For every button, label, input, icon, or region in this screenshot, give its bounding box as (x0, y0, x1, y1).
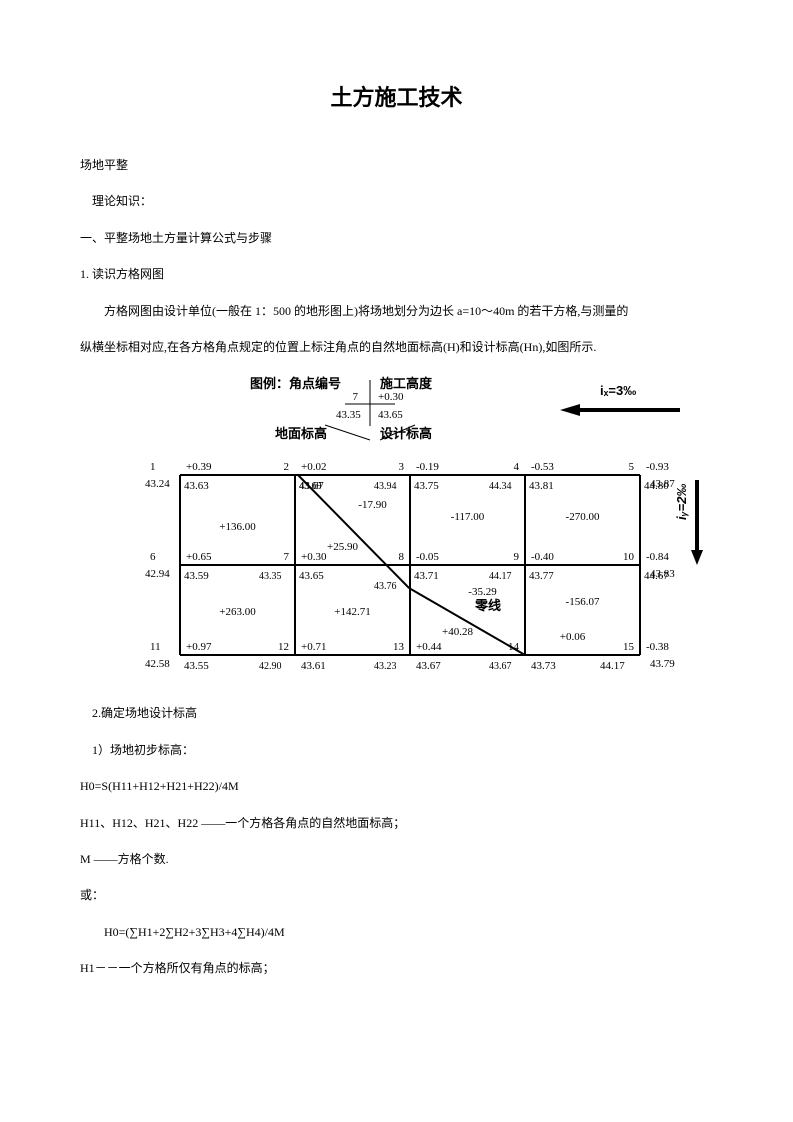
svg-text:14: 14 (508, 641, 520, 653)
svg-text:43.55: 43.55 (184, 660, 209, 672)
p-body: 方格网图由设计单位(一般在 1：500 的地形图上)将场地划分为边长 a=10～… (80, 298, 713, 324)
p-formula: H0=(∑H1+2∑H2+3∑H3+4∑H4)/4M (80, 919, 713, 945)
svg-text:+25.90: +25.90 (327, 541, 358, 553)
svg-text:-0.93: -0.93 (646, 461, 669, 473)
svg-text:43.79: 43.79 (650, 658, 675, 670)
svg-text:7: 7 (284, 551, 290, 563)
svg-text:-35.29: -35.29 (468, 586, 497, 598)
svg-text:43.69: 43.69 (299, 481, 322, 492)
svg-text:43.65: 43.65 (299, 570, 324, 582)
svg-text:3: 3 (399, 461, 405, 473)
page: 土方施工技术 场地平整 理论知识： 一、平整场地土方量计算公式与步骤 1. 读识… (0, 0, 793, 1122)
svg-text:施工高度: 施工高度 (380, 376, 433, 391)
svg-text:零线: 零线 (474, 598, 501, 613)
svg-text:-0.40: -0.40 (531, 551, 554, 563)
p-body: 纵横坐标相对应,在各方格角点规定的位置上标注角点的自然地面标高(H)和设计标高(… (80, 334, 713, 360)
svg-text:+0.30: +0.30 (301, 551, 327, 563)
svg-text:43.75: 43.75 (414, 480, 439, 492)
svg-text:地面标高: 地面标高 (275, 426, 327, 441)
svg-text:42.90: 42.90 (259, 661, 282, 672)
svg-text:11: 11 (150, 641, 161, 653)
svg-text:-156.07: -156.07 (566, 596, 600, 608)
svg-text:-0.84: -0.84 (646, 551, 669, 563)
svg-text:42.58: 42.58 (145, 658, 170, 670)
svg-text:5: 5 (629, 461, 635, 473)
svg-text:+0.97: +0.97 (186, 641, 212, 653)
svg-text:iᵧ=2‰: iᵧ=2‰ (674, 484, 689, 520)
svg-text:+0.06: +0.06 (560, 631, 586, 643)
svg-text:7: 7 (353, 391, 359, 403)
svg-text:-117.00: -117.00 (451, 511, 485, 523)
svg-text:43.71: 43.71 (414, 570, 439, 582)
svg-text:43.81: 43.81 (529, 480, 554, 492)
svg-text:9: 9 (514, 551, 520, 563)
p-def: H1－－一个方格所仅有角点的标高； (80, 955, 713, 981)
svg-text:44.17: 44.17 (489, 571, 512, 582)
svg-text:43.67: 43.67 (489, 661, 512, 672)
svg-text:+142.71: +142.71 (334, 606, 370, 618)
svg-text:44.17: 44.17 (600, 660, 625, 672)
svg-text:4: 4 (514, 461, 520, 473)
p-or: 或： (80, 882, 713, 908)
svg-text:43.24: 43.24 (145, 478, 170, 490)
p-section: 场地平整 (80, 152, 713, 178)
svg-text:43.73: 43.73 (531, 660, 556, 672)
svg-text:+0.65: +0.65 (186, 551, 212, 563)
svg-text:iₓ=3‰: iₓ=3‰ (600, 383, 636, 398)
svg-text:设计标高: 设计标高 (380, 426, 432, 441)
svg-text:44.80: 44.80 (644, 480, 669, 492)
svg-text:-17.90: -17.90 (358, 499, 387, 511)
svg-text:43.23: 43.23 (374, 661, 397, 672)
svg-text:43.35: 43.35 (259, 571, 282, 582)
svg-text:1: 1 (150, 461, 156, 473)
svg-text:+136.00: +136.00 (219, 521, 256, 533)
p-sub-1: 1）场地初步标高： (80, 737, 713, 763)
svg-text:2: 2 (284, 461, 290, 473)
page-title: 土方施工技术 (80, 80, 713, 112)
p-formula: H0=S(H11+H12+H21+H22)/4M (80, 773, 713, 799)
svg-text:图例：角点编号: 图例：角点编号 (250, 376, 341, 391)
svg-text:42.94: 42.94 (145, 568, 170, 580)
svg-text:44.67: 44.67 (644, 570, 669, 582)
p-item-1: 1. 读识方格网图 (80, 261, 713, 287)
svg-text:-270.00: -270.00 (566, 511, 600, 523)
svg-text:+0.71: +0.71 (301, 641, 326, 653)
svg-text:+0.30: +0.30 (378, 391, 404, 403)
svg-text:6: 6 (150, 551, 156, 563)
svg-text:12: 12 (278, 641, 289, 653)
svg-text:43.67: 43.67 (416, 660, 441, 672)
svg-text:-0.05: -0.05 (416, 551, 439, 563)
svg-text:43.59: 43.59 (184, 570, 209, 582)
svg-text:+0.02: +0.02 (301, 461, 326, 473)
p-def: M ——方格个数. (80, 846, 713, 872)
svg-text:-0.38: -0.38 (646, 641, 669, 653)
svg-text:43.76: 43.76 (374, 581, 397, 592)
diagram-svg: 图例：角点编号 施工高度 7 +0.30 43.35 43.65 地面标高 设计标高 iₓ=3‰… (120, 370, 710, 690)
p-theory: 理论知识： (80, 188, 713, 214)
svg-text:13: 13 (393, 641, 405, 653)
svg-text:43.61: 43.61 (301, 660, 326, 672)
grid-diagram: 图例：角点编号 施工高度 7 +0.30 43.35 43.65 地面标高 设计标高 iₓ=3‰… (120, 370, 710, 690)
svg-text:43.65: 43.65 (378, 409, 403, 421)
p-item-2: 2.确定场地设计标高 (80, 700, 713, 726)
svg-text:+263.00: +263.00 (219, 606, 256, 618)
svg-text:43.94: 43.94 (374, 481, 397, 492)
svg-text:43.77: 43.77 (529, 570, 554, 582)
svg-text:+0.44: +0.44 (416, 641, 442, 653)
svg-text:43.35: 43.35 (336, 409, 361, 421)
svg-text:-0.19: -0.19 (416, 461, 439, 473)
p-def: H11、H12、H21、H22 ——一个方格各角点的自然地面标高； (80, 810, 713, 836)
svg-text:44.34: 44.34 (489, 481, 512, 492)
p-heading-1: 一、平整场地土方量计算公式与步骤 (80, 225, 713, 251)
svg-text:8: 8 (399, 551, 405, 563)
svg-text:+0.39: +0.39 (186, 461, 212, 473)
svg-text:10: 10 (623, 551, 635, 563)
svg-text:43.63: 43.63 (184, 480, 209, 492)
svg-text:-0.53: -0.53 (531, 461, 554, 473)
svg-text:+40.28: +40.28 (442, 626, 473, 638)
svg-text:15: 15 (623, 641, 635, 653)
